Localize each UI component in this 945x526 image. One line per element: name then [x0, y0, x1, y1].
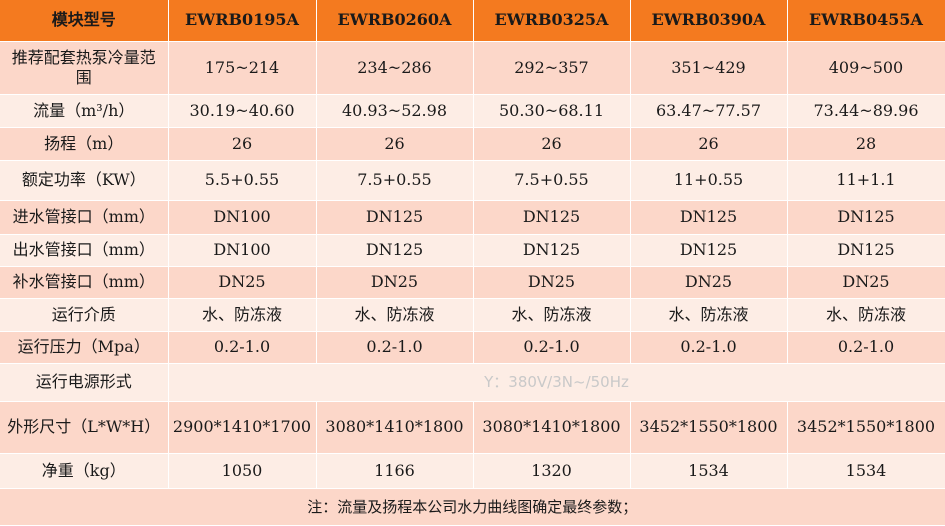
- header-row: 模块型号 EWRB0195A EWRB0260A EWRB0325A EWRB0…: [0, 0, 945, 42]
- value-cell: 7.5+0.55: [316, 160, 474, 201]
- value-cell: 28: [787, 127, 945, 161]
- row-makeup: 补水管接口（mm） DN25 DN25 DN25 DN25 DN25: [0, 266, 945, 299]
- value-cell: 292~357: [473, 41, 631, 95]
- value-cell: 2900*1410*1700: [168, 401, 317, 454]
- row-label: 运行压力（Mpa）: [0, 331, 169, 364]
- value-cell: 3080*1410*1800: [473, 401, 631, 454]
- row-label: 额定功率（KW）: [0, 160, 169, 201]
- model-header: EWRB0390A: [630, 0, 788, 42]
- value-cell: DN100: [168, 234, 317, 267]
- value-cell: DN25: [316, 266, 474, 299]
- row-inlet: 进水管接口（mm） DN100 DN125 DN125 DN125 DN125: [0, 200, 945, 235]
- value-cell: 3452*1550*1800: [787, 401, 945, 454]
- model-header: EWRB0455A: [787, 0, 945, 42]
- value-cell: 26: [316, 127, 474, 161]
- row-label: 扬程（m）: [0, 127, 169, 161]
- row-head: 扬程（m） 26 26 26 26 28: [0, 127, 945, 161]
- value-cell: 40.93~52.98: [316, 94, 474, 128]
- value-cell: DN25: [787, 266, 945, 299]
- value-cell: DN125: [473, 234, 631, 267]
- power-supply-value: Y：380V/3N~/50Hz: [168, 363, 945, 402]
- value-cell: 351~429: [630, 41, 788, 95]
- row-label: 进水管接口（mm）: [0, 200, 169, 235]
- value-cell: 409~500: [787, 41, 945, 95]
- value-cell: 1166: [316, 453, 474, 489]
- value-cell: 5.5+0.55: [168, 160, 317, 201]
- value-cell: 175~214: [168, 41, 317, 95]
- row-outlet: 出水管接口（mm） DN100 DN125 DN125 DN125 DN125: [0, 234, 945, 267]
- value-cell: 0.2-1.0: [168, 331, 317, 364]
- value-cell: DN25: [473, 266, 631, 299]
- value-cell: DN25: [630, 266, 788, 299]
- row-pressure: 运行压力（Mpa） 0.2-1.0 0.2-1.0 0.2-1.0 0.2-1.…: [0, 331, 945, 364]
- value-cell: 水、防冻液: [787, 298, 945, 332]
- value-cell: 水、防冻液: [473, 298, 631, 332]
- row-weight: 净重（kg） 1050 1166 1320 1534 1534: [0, 453, 945, 489]
- value-cell: DN125: [787, 234, 945, 267]
- value-cell: 26: [630, 127, 788, 161]
- value-cell: DN125: [316, 234, 474, 267]
- value-cell: DN125: [630, 200, 788, 235]
- value-cell: 1534: [787, 453, 945, 489]
- value-cell: DN125: [630, 234, 788, 267]
- row-flow: 流量（m³/h） 30.19~40.60 40.93~52.98 50.30~6…: [0, 94, 945, 128]
- value-cell: 1050: [168, 453, 317, 489]
- value-cell: 30.19~40.60: [168, 94, 317, 128]
- model-header: EWRB0260A: [316, 0, 474, 42]
- value-cell: 26: [168, 127, 317, 161]
- value-cell: 0.2-1.0: [630, 331, 788, 364]
- value-cell: 0.2-1.0: [473, 331, 631, 364]
- row-dimensions: 外形尺寸（L*W*H） 2900*1410*1700 3080*1410*180…: [0, 401, 945, 454]
- value-cell: 7.5+0.55: [473, 160, 631, 201]
- header-label: 模块型号: [0, 0, 169, 42]
- footnote-row: 注：流量及扬程本公司水力曲线图确定最终参数；: [0, 488, 945, 526]
- row-power: 额定功率（KW） 5.5+0.55 7.5+0.55 7.5+0.55 11+0…: [0, 160, 945, 201]
- row-label: 出水管接口（mm）: [0, 234, 169, 267]
- value-cell: 0.2-1.0: [316, 331, 474, 364]
- value-cell: 3080*1410*1800: [316, 401, 474, 454]
- row-label: 运行电源形式: [0, 363, 169, 402]
- value-cell: 1534: [630, 453, 788, 489]
- row-cooling-range: 推荐配套热泵冷量范围 175~214 234~286 292~357 351~4…: [0, 41, 945, 95]
- row-medium: 运行介质 水、防冻液 水、防冻液 水、防冻液 水、防冻液 水、防冻液: [0, 298, 945, 332]
- value-cell: 11+0.55: [630, 160, 788, 201]
- value-cell: 水、防冻液: [316, 298, 474, 332]
- value-cell: 0.2-1.0: [787, 331, 945, 364]
- value-cell: 水、防冻液: [630, 298, 788, 332]
- value-cell: 63.47~77.57: [630, 94, 788, 128]
- value-cell: 26: [473, 127, 631, 161]
- value-cell: DN125: [316, 200, 474, 235]
- value-cell: 50.30~68.11: [473, 94, 631, 128]
- model-header: EWRB0195A: [168, 0, 317, 42]
- row-label: 补水管接口（mm）: [0, 266, 169, 299]
- row-label: 流量（m³/h）: [0, 94, 169, 128]
- row-power-supply: 运行电源形式 Y：380V/3N~/50Hz: [0, 363, 945, 402]
- footnote: 注：流量及扬程本公司水力曲线图确定最终参数；: [0, 488, 945, 526]
- value-cell: 3452*1550*1800: [630, 401, 788, 454]
- value-cell: 73.44~89.96: [787, 94, 945, 128]
- value-cell: 水、防冻液: [168, 298, 317, 332]
- model-header: EWRB0325A: [473, 0, 631, 42]
- value-cell: DN25: [168, 266, 317, 299]
- value-cell: DN125: [473, 200, 631, 235]
- row-label: 外形尺寸（L*W*H）: [0, 401, 169, 454]
- value-cell: DN125: [787, 200, 945, 235]
- value-cell: 234~286: [316, 41, 474, 95]
- value-cell: 11+1.1: [787, 160, 945, 201]
- value-cell: DN100: [168, 200, 317, 235]
- value-cell: 1320: [473, 453, 631, 489]
- row-label: 净重（kg）: [0, 453, 169, 489]
- row-label: 运行介质: [0, 298, 169, 332]
- row-label: 推荐配套热泵冷量范围: [0, 41, 169, 95]
